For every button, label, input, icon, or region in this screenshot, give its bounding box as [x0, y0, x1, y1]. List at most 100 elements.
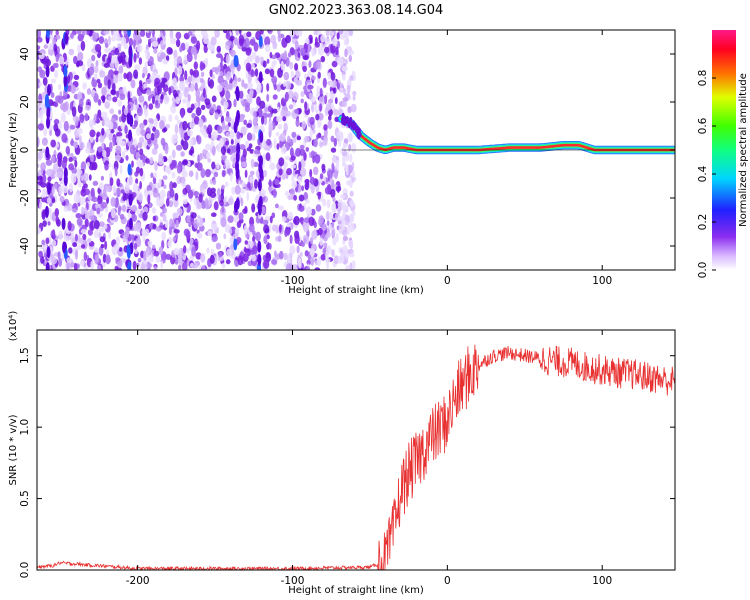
spectrogram-noise-cell [336, 130, 343, 141]
spectrogram-noise-cell [100, 175, 104, 181]
spectrogram-noise-cell [96, 132, 99, 139]
spectrogram-noise-cell [320, 34, 326, 43]
spectrogram-noise-cell [184, 70, 188, 81]
spectrogram-noise-cell [64, 101, 69, 111]
spectrogram-streak-cell [128, 129, 133, 142]
spectrogram-noise-cell [84, 112, 89, 122]
spectrogram-noise-cell [87, 238, 92, 243]
spectrogram-noise-cell [331, 162, 335, 170]
spectrogram-noise-cell [201, 265, 206, 270]
spectrogram-streak-cell [127, 163, 132, 176]
spectrogram-noise-cell [246, 191, 250, 202]
spectrogram-noise-cell [37, 163, 40, 169]
spectrogram-noise-cell [231, 145, 237, 153]
spectrogram-noise-cell [153, 143, 159, 150]
spectrogram-noise-cell [197, 97, 201, 108]
spectrogram-noise-cell [135, 152, 139, 161]
spectrogram-noise-cell [76, 127, 83, 135]
spectrogram-noise-cell [166, 47, 173, 55]
spectrogram-noise-cell [76, 244, 83, 251]
spectrogram-noise-cell [41, 188, 48, 197]
spectrogram-noise-cell [343, 30, 350, 39]
spectrogram-streak-cell [127, 261, 132, 270]
spectrogram-noise-cell [209, 69, 213, 78]
spectrogram-noise-cell [302, 65, 308, 73]
spectrogram-noise-cell [193, 61, 198, 70]
spectrogram-noise-cell [129, 144, 136, 155]
spectrogram-noise-cell [87, 229, 93, 236]
spectrogram-noise-cell [79, 113, 85, 123]
spectrogram-noise-cell [151, 207, 157, 214]
spectrogram-noise-cell [314, 36, 318, 46]
spectrogram-noise-cell [90, 91, 95, 98]
spectrogram-streak-cell [258, 35, 263, 48]
spectrogram-streak-cell [61, 217, 66, 230]
spectrogram-noise-cell [46, 197, 52, 204]
spectrogram-noise-cell [124, 124, 128, 135]
spectrogram-noise-cell [133, 101, 139, 111]
spectrogram-noise-cell [163, 184, 167, 189]
spectrogram-noise-cell [111, 36, 116, 42]
spectrogram-noise-cell [337, 206, 341, 215]
spectrogram-noise-cell [174, 124, 179, 134]
spectrogram-noise-cell [83, 188, 90, 196]
spectrogram-noise-cell [277, 106, 280, 113]
spectrogram-noise-cell [142, 233, 146, 243]
spectrogram-noise-cell [93, 161, 97, 171]
spectrogram-noise-cell [172, 97, 176, 108]
spectrogram-noise-cell [76, 217, 83, 226]
spectrogram-noise-cell [93, 229, 99, 239]
spectrogram-noise-cell [332, 86, 337, 94]
spectrogram-noise-cell [187, 76, 192, 83]
spectrogram-noise-cell [54, 208, 59, 217]
spectrogram-noise-cell [189, 122, 195, 129]
spectrogram-noise-cell [248, 223, 255, 233]
spectrogram-noise-cell [219, 61, 223, 68]
spectrogram-noise-cell [116, 135, 123, 145]
spectrogram-noise-cell [134, 64, 141, 71]
spectrogram-noise-cell [125, 155, 129, 161]
spectrogram-noise-cell [154, 77, 161, 85]
spectrogram-noise-cell [344, 164, 349, 172]
spectrogram-noise-cell [277, 67, 283, 78]
spectrogram-streak-cell [257, 240, 262, 253]
spectrogram-noise-cell [97, 213, 103, 218]
spectrogram-noise-cell [287, 254, 291, 264]
spectrogram-noise-cell [58, 257, 63, 267]
spectrogram-noise-cell [230, 139, 234, 145]
spectrogram-noise-cell [97, 82, 103, 89]
spectrogram-noise-cell [146, 133, 151, 140]
spectrogram-noise-cell [251, 203, 256, 213]
spectrogram-noise-cell [199, 60, 204, 72]
spectrogram-noise-cell [137, 142, 143, 149]
spectrogram-noise-cell [68, 157, 73, 162]
spectrogram-noise-cell [54, 128, 61, 137]
spectrogram-noise-cell [68, 247, 73, 254]
spectrogram-noise-cell [67, 74, 70, 84]
spectrogram-noise-cell [43, 128, 48, 137]
spectrogram-noise-cell [222, 30, 228, 34]
spectrogram-noise-cell [143, 206, 149, 213]
spectrogram-noise-cell [69, 124, 76, 130]
spectrogram-noise-cell [304, 179, 310, 184]
spectrogram-noise-cell [301, 185, 304, 192]
spectrogram-noise-cell [299, 148, 306, 156]
spectrogram-noise-cell [233, 215, 239, 223]
spectrogram-noise-cell [245, 47, 252, 56]
spectrogram-noise-cell [230, 49, 236, 57]
spectrogram-noise-cell [104, 240, 108, 250]
spectrogram-noise-cell [325, 103, 332, 111]
spectrogram-noise-cell [102, 149, 107, 158]
spectrogram-noise-cell [237, 77, 242, 83]
spectrogram-noise-cell [245, 62, 252, 72]
spectrogram-noise-cell [66, 260, 70, 270]
spectrogram-noise-cell [149, 156, 154, 164]
spectrogram-noise-cell [67, 220, 72, 231]
spectrogram-noise-cell [341, 214, 345, 224]
spectrogram-noise-cell [349, 213, 354, 222]
spectrogram-noise-cell [125, 182, 130, 188]
spectrogram-noise-cell [349, 253, 355, 258]
spectrogram-noise-cell [116, 178, 121, 187]
